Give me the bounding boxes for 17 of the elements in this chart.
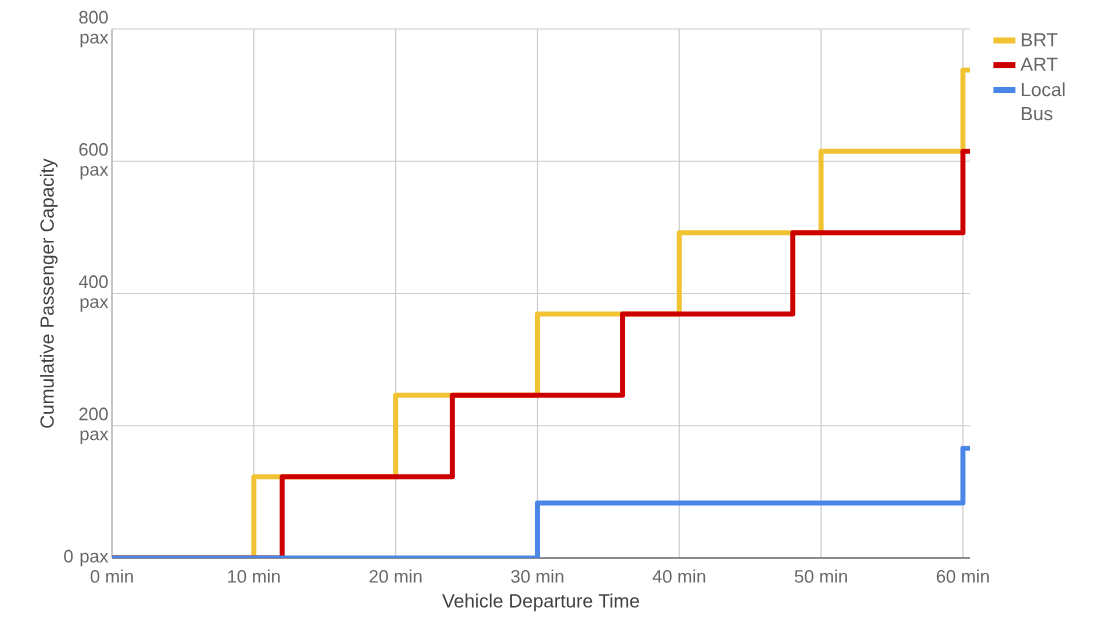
y-tick-label: 800 pax	[79, 10, 109, 48]
x-tick-label: 20 min	[369, 569, 422, 583]
x-tick-label: 10 min	[228, 569, 280, 583]
y-axis-title: Cumulative Passenger Capacity	[39, 158, 58, 428]
x-tick-label: 50 min	[794, 569, 847, 583]
legend-label: Local Bus	[1021, 82, 1065, 121]
y-tick-label: 400 pax	[78, 275, 109, 312]
x-tick-label: 30 min	[511, 569, 564, 583]
x-tick-label: 40 min	[652, 569, 706, 583]
y-tick-label: 600 pax	[79, 143, 109, 180]
x-axis-title: Vehicle Departure Time	[442, 593, 640, 612]
x-tick-label: 60 min	[936, 569, 989, 583]
legend-label: BRT	[1021, 33, 1058, 47]
y-tick-label: 0 pax	[64, 549, 109, 567]
x-tick-label: 0 min	[90, 569, 133, 583]
legend-label: ART	[1020, 57, 1058, 71]
y-tick-label: 200 pax	[79, 407, 109, 444]
